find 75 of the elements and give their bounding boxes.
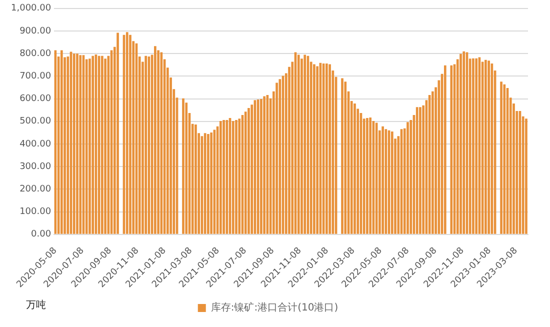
bar [232,120,234,234]
bar [366,118,368,234]
bar [382,126,384,234]
bar [444,65,446,234]
bar [475,58,478,234]
bar [341,78,344,234]
bar [157,50,160,234]
bar [238,118,241,234]
y-tick-label: 200.00 [20,184,52,195]
bar [313,64,316,234]
bar [263,96,266,234]
bar [182,98,184,234]
bar [384,129,388,234]
bar [92,56,94,234]
y-tick-label: 800.00 [20,48,52,59]
bar [354,104,356,234]
y-tick-label: 1,000.00 [11,4,52,14]
bar [390,132,394,234]
bar [101,56,104,234]
y-tick-label: 100.00 [20,207,52,218]
bar [304,54,306,234]
bar [154,46,156,234]
bar [472,58,474,234]
bar [276,82,278,234]
bar [194,124,197,234]
bar [126,32,128,234]
y-tick-label: 400.00 [20,139,52,150]
y-tick-label: 0.00 [31,230,52,240]
bar [129,34,132,234]
y-tick-label: 600.00 [20,94,52,104]
bar [207,134,210,234]
bar [460,54,462,234]
bar [85,59,88,234]
bar [316,66,318,234]
bar [260,99,262,234]
bar [432,91,434,234]
bar [419,107,422,234]
bar [369,118,372,234]
text: 万吨 [26,298,46,312]
bar [244,112,247,234]
bar [328,64,331,234]
bar [116,32,119,234]
bar [88,58,91,234]
bar [235,120,238,234]
bar [297,54,300,234]
y-tick-label: 900.00 [20,26,52,36]
legend-label: 库存:镍矿:港口合计(10港口) [210,302,338,314]
bar [60,50,63,234]
y-tick-label: 500.00 [20,116,52,127]
bar [219,120,222,234]
bar [144,56,148,234]
bar [76,54,78,234]
bar [450,65,453,234]
bar [210,132,212,234]
bar [326,64,328,234]
y-tick-label: 300.00 [20,162,52,172]
bar [484,60,487,234]
y-tick-label: 700.00 [20,72,52,82]
bar [226,120,228,234]
bar [79,55,82,234]
bar [344,82,347,234]
bar [300,58,303,234]
bar [72,54,76,234]
bar [503,84,506,234]
bar [222,120,225,234]
bar [500,82,502,234]
bar [104,58,106,234]
bar [525,118,528,234]
bar [406,122,409,234]
bar [248,108,250,234]
bar [278,79,282,234]
bar [185,102,188,234]
bar [416,107,418,234]
bar [488,60,490,234]
bar [462,51,466,234]
